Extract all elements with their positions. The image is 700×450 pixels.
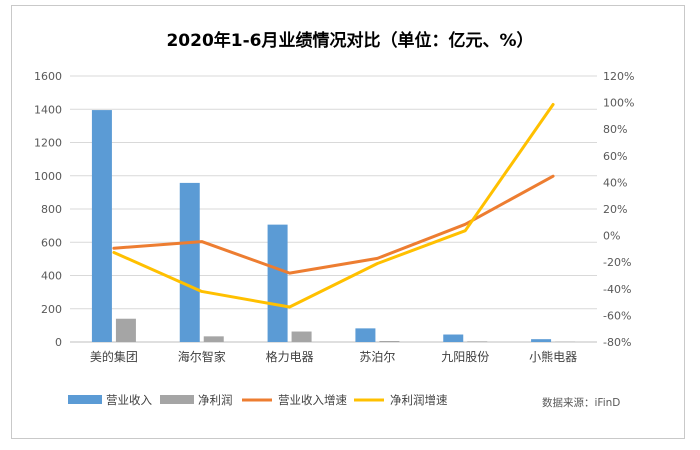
bar-net-profit: [115, 318, 136, 342]
right-tick-label: 40%: [603, 176, 627, 189]
lines: [112, 102, 555, 309]
left-tick-label: 600: [41, 236, 62, 249]
chart-svg: 2020年1-6月业绩情况对比（单位：亿元、%） 0 200 400 600 800 10…: [34, 30, 634, 409]
category-label: 美的集团: [90, 349, 138, 364]
bar-net-profit: [379, 341, 400, 342]
chart-title: 2020年1-6月业绩情况对比（单位：亿元、%）: [166, 30, 533, 51]
gridlines: [70, 75, 597, 343]
legend-label: 营业收入: [106, 393, 152, 407]
legend-label: 营业收入增速: [278, 393, 347, 407]
legend: 营业收入 净利润 营业收入增速 净利润增速: [68, 393, 448, 407]
bar-net-profit: [203, 336, 224, 342]
right-axis-ticks: -80% -60% -40% -20% 0% 20% 40% 60% 80% 100% 120%: [603, 70, 634, 349]
bar-revenue: [179, 182, 200, 342]
line-profit-growth: [112, 102, 555, 309]
left-tick-label: 1000: [34, 170, 62, 183]
right-tick-label: 100%: [603, 97, 634, 110]
right-tick-label: -20%: [603, 256, 631, 269]
right-tick-label: 20%: [603, 203, 627, 216]
right-tick-label: -60%: [603, 309, 631, 322]
bar-revenue: [91, 110, 112, 342]
right-tick-label: -40%: [603, 283, 631, 296]
category-label: 海尔智家: [178, 349, 226, 364]
category-labels: 美的集团 海尔智家 格力电器 苏泊尔 九阳股份 小熊电器: [90, 349, 577, 364]
right-tick-label: 0%: [603, 230, 620, 243]
legend-label: 净利润增速: [390, 393, 448, 407]
left-tick-label: 800: [41, 203, 62, 216]
right-tick-label: 60%: [603, 150, 627, 163]
left-tick-label: 400: [41, 270, 62, 283]
left-tick-label: 1600: [34, 70, 62, 83]
left-tick-label: 1200: [34, 137, 62, 150]
bars: [91, 110, 576, 342]
category-label: 格力电器: [266, 349, 314, 364]
legend-swatch: [160, 395, 194, 404]
line-revenue-growth: [112, 174, 555, 275]
category-label: 小熊电器: [529, 349, 577, 364]
category-label: 九阳股份: [441, 350, 489, 364]
bar-net-profit: [291, 331, 312, 342]
left-axis-ticks: 0 200 400 600 800 1000 1200 1400 1600: [34, 70, 62, 349]
left-tick-label: 200: [41, 303, 62, 316]
chart-frame: 2020年1-6月业绩情况对比（单位：亿元、%） 0 200 400 600 800 10…: [11, 5, 685, 439]
right-tick-label: 120%: [603, 70, 634, 83]
left-tick-label: 1400: [34, 103, 62, 116]
bar-revenue: [443, 334, 464, 342]
left-tick-label: 0: [55, 336, 62, 349]
bar-net-profit: [467, 341, 488, 342]
bar-revenue: [355, 328, 376, 342]
bar-revenue: [531, 339, 552, 342]
right-tick-label: 80%: [603, 123, 627, 136]
legend-swatch: [68, 395, 102, 404]
category-label: 苏泊尔: [359, 349, 395, 364]
bar-revenue: [267, 224, 288, 342]
right-tick-label: -80%: [603, 336, 631, 349]
legend-label: 净利润: [198, 393, 233, 407]
source-note: 数据来源：iFinD: [542, 396, 620, 409]
